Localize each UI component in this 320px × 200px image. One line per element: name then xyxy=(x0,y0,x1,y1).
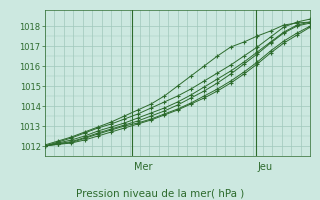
Text: Jeu: Jeu xyxy=(258,162,273,172)
Text: Pression niveau de la mer( hPa ): Pression niveau de la mer( hPa ) xyxy=(76,188,244,198)
Text: Mer: Mer xyxy=(134,162,153,172)
